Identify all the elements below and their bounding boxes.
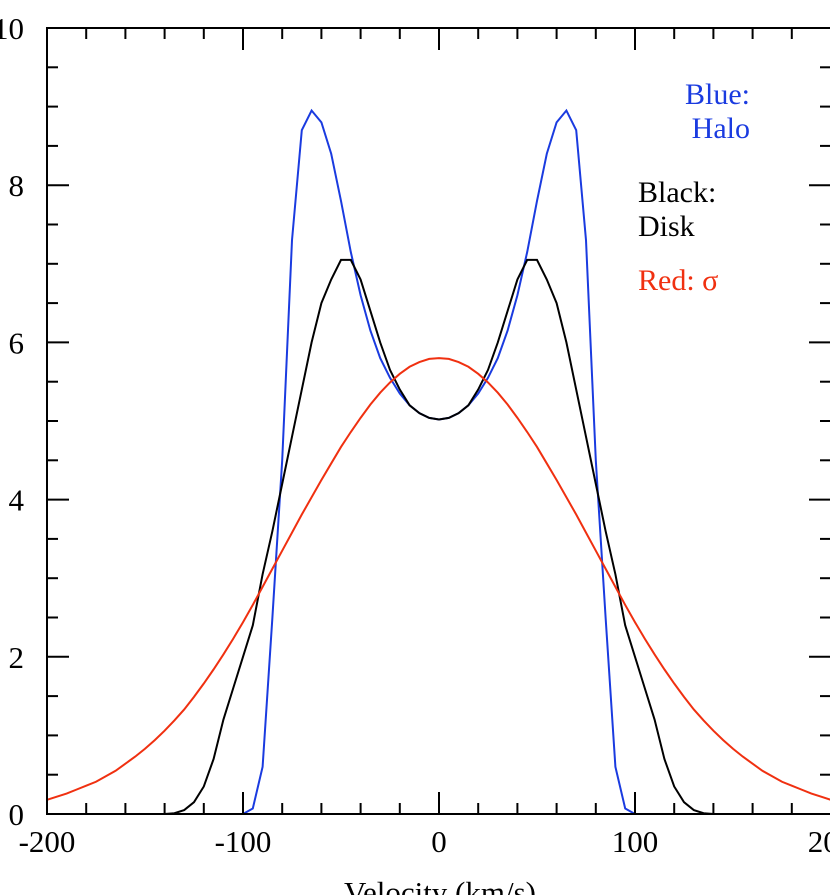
x-tick-label: 200 [808, 824, 830, 859]
y-tick-label: 2 [9, 640, 25, 675]
legend-entry: Blue: Halo [685, 78, 750, 145]
x-axis-label: Velocity (km/s) [344, 875, 536, 895]
series-line [46, 357, 830, 801]
series-line [47, 258, 830, 815]
x-tick-label: -200 [19, 824, 76, 859]
x-tick-label: 100 [612, 824, 659, 859]
y-tick-label: 0 [9, 797, 25, 832]
legend-entry: Red: σ [638, 264, 719, 297]
y-tick-label: 4 [9, 483, 25, 518]
x-tick-label: 0 [431, 824, 447, 859]
y-tick-label: 8 [9, 168, 25, 203]
legend-entry: Black: Disk [638, 176, 717, 243]
y-tick-label: 6 [9, 325, 25, 360]
x-tick-label: -100 [215, 824, 272, 859]
y-tick-label: 10 [0, 11, 24, 46]
